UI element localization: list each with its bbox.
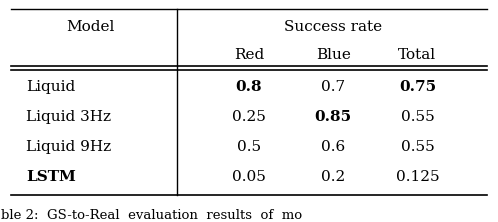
Text: 0.55: 0.55	[400, 110, 434, 124]
Text: ble 2:  GS-to-Real  evaluation  results  of  mo: ble 2: GS-to-Real evaluation results of …	[1, 209, 302, 222]
Text: 0.75: 0.75	[399, 80, 436, 94]
Text: Liquid 9Hz: Liquid 9Hz	[26, 140, 111, 154]
Text: 0.55: 0.55	[400, 140, 434, 154]
Text: 0.5: 0.5	[237, 140, 261, 154]
Text: 0.7: 0.7	[321, 80, 345, 94]
Text: LSTM: LSTM	[26, 170, 76, 184]
Text: 0.25: 0.25	[232, 110, 266, 124]
Text: Liquid: Liquid	[26, 80, 75, 94]
Text: Red: Red	[234, 48, 264, 62]
Text: 0.8: 0.8	[236, 80, 262, 94]
Text: 0.05: 0.05	[232, 170, 266, 184]
Text: 0.125: 0.125	[395, 170, 439, 184]
Text: 0.85: 0.85	[315, 110, 352, 124]
Text: Liquid 3Hz: Liquid 3Hz	[26, 110, 111, 124]
Text: Model: Model	[66, 20, 115, 34]
Text: Success rate: Success rate	[284, 20, 382, 34]
Text: Blue: Blue	[316, 48, 351, 62]
Text: Total: Total	[398, 48, 436, 62]
Text: 0.6: 0.6	[321, 140, 345, 154]
Text: 0.2: 0.2	[321, 170, 345, 184]
